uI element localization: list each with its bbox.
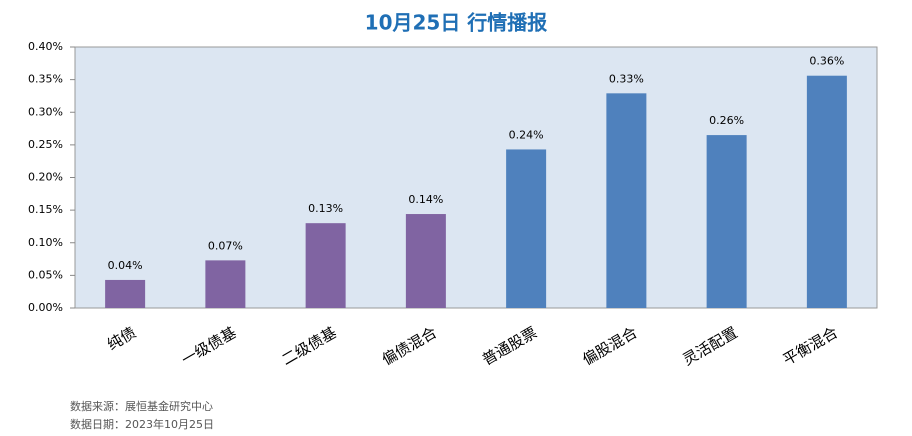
y-tick-label: 0.40% — [28, 40, 63, 53]
y-tick-label: 0.20% — [28, 171, 63, 184]
bar — [305, 223, 346, 308]
x-tick-label: 一级债基 — [178, 323, 239, 369]
data-label: 0.33% — [609, 72, 644, 85]
x-tick-label: 二级债基 — [279, 323, 340, 369]
bar — [405, 214, 446, 308]
x-tick-label: 偏股混合 — [579, 323, 640, 369]
bar — [606, 93, 647, 308]
data-label: 0.24% — [509, 128, 544, 141]
y-tick-label: 0.00% — [28, 301, 63, 314]
y-tick-label: 0.30% — [28, 105, 63, 118]
date-note: 数据日期：2023年10月25日 — [70, 417, 214, 431]
chart-title: 10月25日 行情播报 — [365, 11, 548, 35]
data-label: 0.36% — [809, 55, 844, 68]
x-tick-label: 平衡混合 — [780, 323, 841, 369]
x-tick-label: 纯债 — [104, 323, 139, 354]
source-note: 数据来源：展恒基金研究中心 — [70, 399, 213, 413]
data-label: 0.13% — [308, 202, 343, 215]
x-tick-label: 普通股票 — [479, 323, 540, 369]
data-label: 0.07% — [208, 239, 243, 252]
x-tick-label: 灵活配置 — [680, 323, 741, 369]
bar — [205, 260, 246, 308]
x-tick-label: 偏债混合 — [379, 323, 440, 369]
bar — [506, 149, 547, 308]
y-tick-label: 0.35% — [28, 73, 63, 86]
data-label: 0.04% — [108, 259, 143, 272]
data-label: 0.14% — [408, 193, 443, 206]
bar — [806, 75, 847, 309]
plot-area — [74, 46, 878, 309]
y-tick-label: 0.05% — [28, 268, 63, 281]
bar — [105, 279, 146, 308]
data-label: 0.26% — [709, 114, 744, 127]
y-tick-label: 0.10% — [28, 236, 63, 249]
y-tick-label: 0.15% — [28, 203, 63, 216]
y-tick-label: 0.25% — [28, 138, 63, 151]
bar — [706, 135, 747, 308]
